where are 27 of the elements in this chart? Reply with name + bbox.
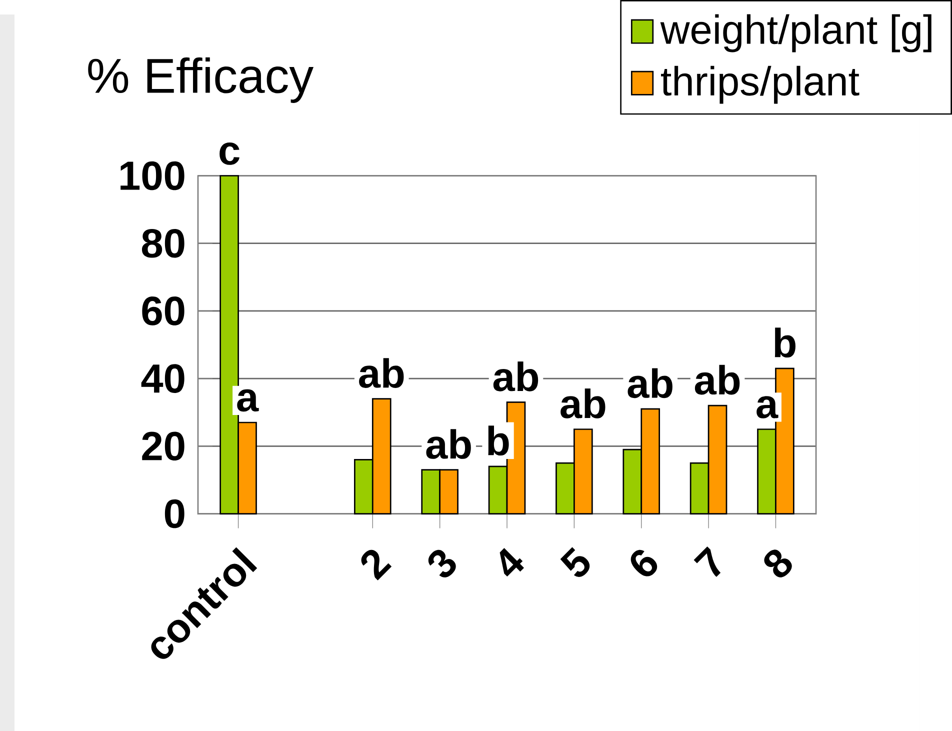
annotation: ab: [694, 364, 740, 395]
legend-label: weight/plant [g]: [660, 14, 932, 52]
x-tick-label: 5: [560, 547, 590, 577]
x-tick-label: 2: [361, 550, 392, 580]
y-tick-label: 20: [142, 432, 184, 461]
annotation: ab: [628, 368, 672, 398]
y-tick-label: 80: [142, 228, 184, 258]
annotation: ab: [426, 429, 471, 459]
x-tick-label: 3: [428, 550, 456, 578]
y-tick-label: 60: [142, 296, 184, 326]
y-tick-label: 40: [141, 364, 184, 393]
x-tick-label: 6: [630, 550, 658, 576]
annotation: b: [488, 426, 509, 456]
legend-label: thrips/plant: [661, 66, 860, 104]
x-tick-label: 8: [764, 550, 792, 578]
annotation: b: [774, 328, 796, 358]
y-axis-title: % Efficacy: [88, 57, 314, 103]
annotation: a: [756, 396, 778, 418]
annotation: a: [237, 389, 259, 412]
y-tick-label: 100: [120, 161, 184, 190]
x-tick-label: 7: [694, 546, 721, 577]
y-tick-label: 0: [164, 499, 184, 528]
annotation: c: [220, 142, 240, 165]
annotation: ab: [560, 388, 606, 418]
annotation: ab: [493, 361, 538, 392]
x-tick-label: 4: [500, 548, 524, 577]
annotation: ab: [359, 358, 404, 388]
